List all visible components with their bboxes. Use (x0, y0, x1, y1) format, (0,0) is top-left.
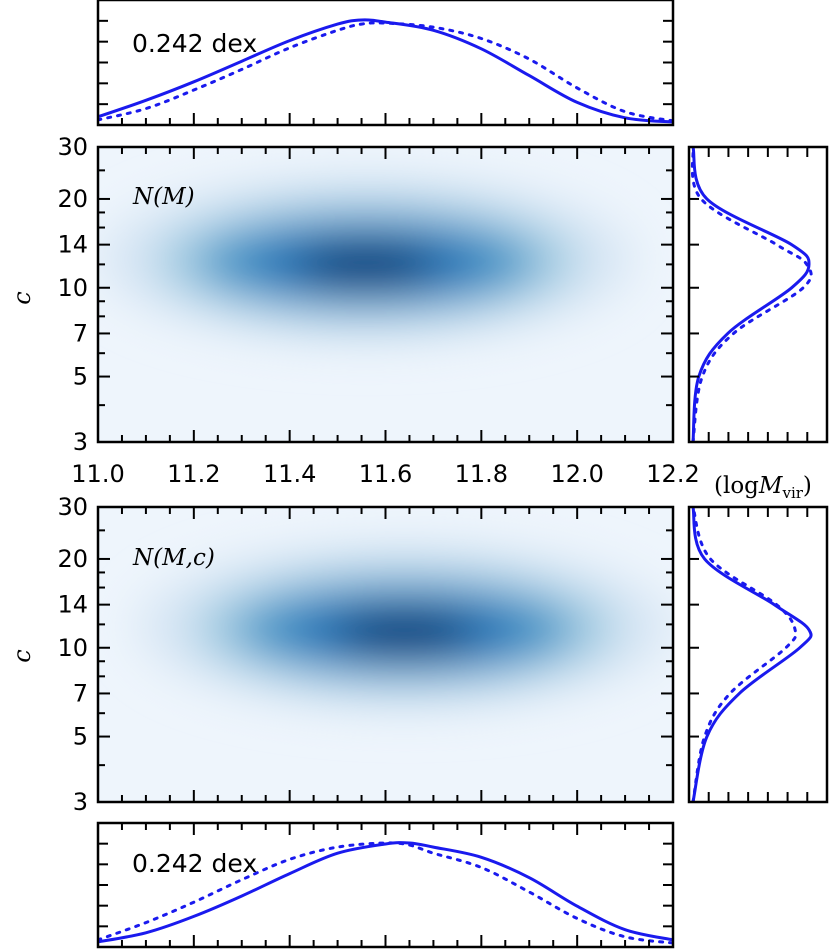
bottom-marginal-annotation: 0.242 dex (132, 849, 257, 878)
right-marginal-1-solid-line (691, 147, 811, 442)
top-marginal-curves (98, 18, 673, 124)
right-marginal-2-curves (691, 507, 813, 802)
h2-ytick-label: 20 (57, 545, 88, 573)
h1-ytick-label: 5 (73, 363, 88, 391)
h2-ytick-label: 10 (57, 634, 88, 662)
x-tick-label: 11.8 (455, 460, 508, 488)
x-tick-label: 11.0 (71, 460, 124, 488)
x-tick-label: 11.2 (167, 460, 220, 488)
r1-frame (687, 145, 829, 444)
heatmap-1-density-blur (98, 174, 637, 345)
h1-ytick-label: 3 (73, 428, 88, 456)
h2-ytick-label: 3 (73, 788, 88, 816)
heatmap-2-ylabel: c (8, 649, 36, 662)
bottom-marginal-curves (98, 841, 673, 945)
heatmap-2-density (134, 541, 673, 712)
h2-ytick-label: 30 (57, 493, 88, 521)
h1-ytick-label: 20 (57, 185, 88, 213)
heatmap-2-annotation: N(M,c) (132, 545, 215, 571)
x-tick-label: 11.6 (359, 460, 412, 488)
x-tick-label: 12.0 (550, 460, 603, 488)
x-tick-label: 12.2 (646, 460, 699, 488)
heatmap-1-density (98, 174, 637, 345)
x-tick-label: 11.4 (263, 460, 316, 488)
heatmap-1-density-level (296, 245, 437, 286)
right-marginal-1-dotted-line (690, 147, 813, 442)
bottom-marginal-dotted-line (98, 841, 673, 945)
top-marginal-annotation: 0.242 dex (132, 29, 257, 58)
right-marginal-2-solid-line (691, 507, 813, 802)
h2-ytick-label: 7 (73, 679, 88, 707)
right-marginal-2-dotted-line (691, 507, 798, 802)
top-marginal-dotted-line (98, 21, 673, 123)
h1-ytick-label: 30 (57, 133, 88, 161)
h2-ytick-label: 5 (73, 723, 88, 751)
h1-ytick-label: 10 (57, 274, 88, 302)
bot-frame (96, 821, 675, 949)
h1-ytick-label: 7 (73, 319, 88, 347)
heatmap-1-ylabel: c (8, 291, 36, 304)
heatmap-2-density-blur (134, 541, 673, 712)
x-unit-label: (logMvir) (714, 473, 812, 502)
heatmap-1-annotation: N(M) (132, 184, 195, 210)
top-marginal-solid-line (98, 18, 673, 124)
right-marginal-1-curves (690, 147, 813, 442)
heatmap-2-density-level (334, 612, 475, 653)
h2-ytick-label: 14 (57, 591, 88, 619)
h1-ytick-label: 14 (57, 231, 88, 259)
r2-frame (687, 505, 829, 804)
